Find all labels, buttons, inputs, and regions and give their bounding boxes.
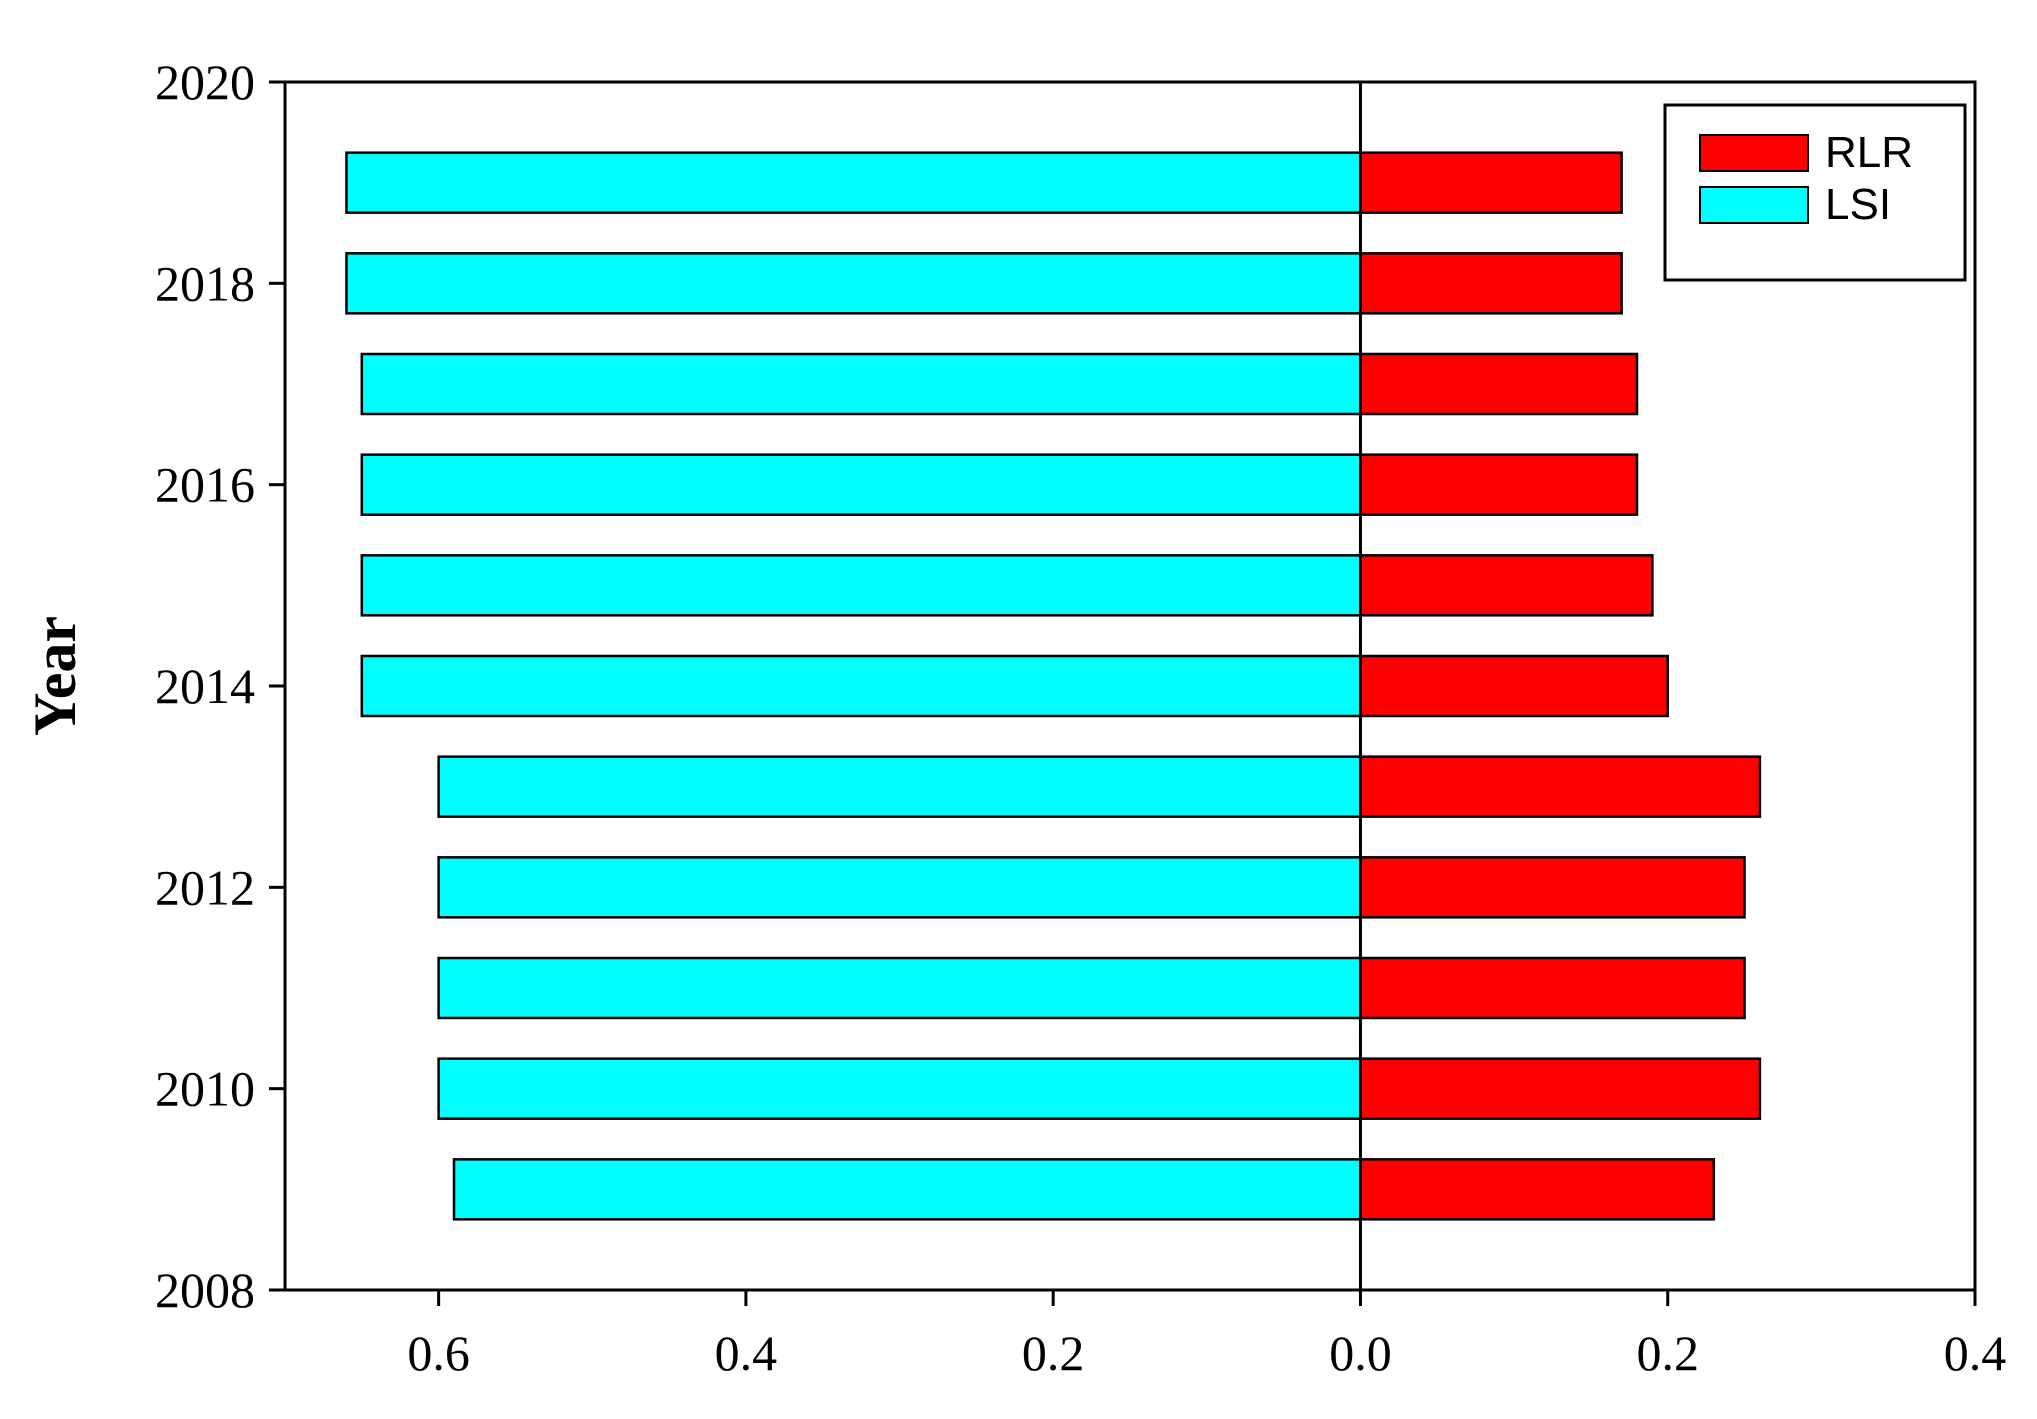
bar-rlr-2009 [1359, 1158, 1716, 1221]
bar-lsi-2019 [345, 151, 1362, 214]
legend-swatch-rlr [1699, 134, 1809, 172]
y-tick-label-2016: 2016 [155, 457, 255, 513]
y-tick-label-2012: 2012 [155, 859, 255, 915]
legend-label-rlr: RLR [1825, 128, 1913, 177]
y-axis-title: Year [22, 616, 88, 736]
x-tick-label-0: 0.6 [407, 1325, 470, 1381]
bar-lsi-2016 [360, 453, 1362, 516]
bar-rlr-2017 [1359, 352, 1639, 416]
bar-lsi-2015 [360, 554, 1362, 617]
x-axis: 0.6 0.4 0.2 0.0 0.2 0.4 [407, 1290, 2006, 1381]
bar-lsi-2009 [452, 1158, 1362, 1221]
legend: RLR LSI [1663, 103, 1967, 282]
bar-rlr-2015 [1359, 554, 1654, 617]
y-axis: 2008 2010 2012 2014 2016 2018 2020 [155, 54, 285, 1318]
bar-rlr-2014 [1359, 654, 1669, 718]
x-tick-label-1: 0.4 [715, 1325, 778, 1381]
y-tick-label-2010: 2010 [155, 1061, 255, 1117]
bar-rlr-2013 [1359, 755, 1762, 818]
y-tick-label-2014: 2014 [155, 658, 255, 714]
bar-rlr-2012 [1359, 856, 1746, 919]
bar-lsi-2011 [437, 956, 1362, 1020]
legend-swatch-lsi [1699, 186, 1809, 224]
bar-lsi-2017 [360, 352, 1362, 416]
bar-lsi-2013 [437, 755, 1362, 818]
legend-label-lsi: LSI [1825, 180, 1891, 229]
x-tick-label-3: 0.0 [1329, 1325, 1392, 1381]
bar-rlr-2019 [1359, 151, 1623, 214]
x-tick-label-4: 0.2 [1636, 1325, 1699, 1381]
y-tick-label-2018: 2018 [155, 255, 255, 311]
bar-lsi-2014 [360, 654, 1362, 718]
bar-lsi-2012 [437, 856, 1362, 919]
x-tick-label-2: 0.2 [1022, 1325, 1085, 1381]
y-tick-label-2008: 2008 [155, 1262, 255, 1318]
x-tick-label-5: 0.4 [1944, 1325, 2007, 1381]
bars-group [345, 151, 1762, 1221]
y-tick-label-2020: 2020 [155, 54, 255, 110]
bar-rlr-2018 [1359, 252, 1623, 315]
bar-lsi-2010 [437, 1057, 1362, 1120]
bar-rlr-2016 [1359, 453, 1639, 516]
bar-rlr-2011 [1359, 956, 1746, 1020]
bar-rlr-2010 [1359, 1057, 1762, 1120]
bar-lsi-2018 [345, 252, 1362, 315]
